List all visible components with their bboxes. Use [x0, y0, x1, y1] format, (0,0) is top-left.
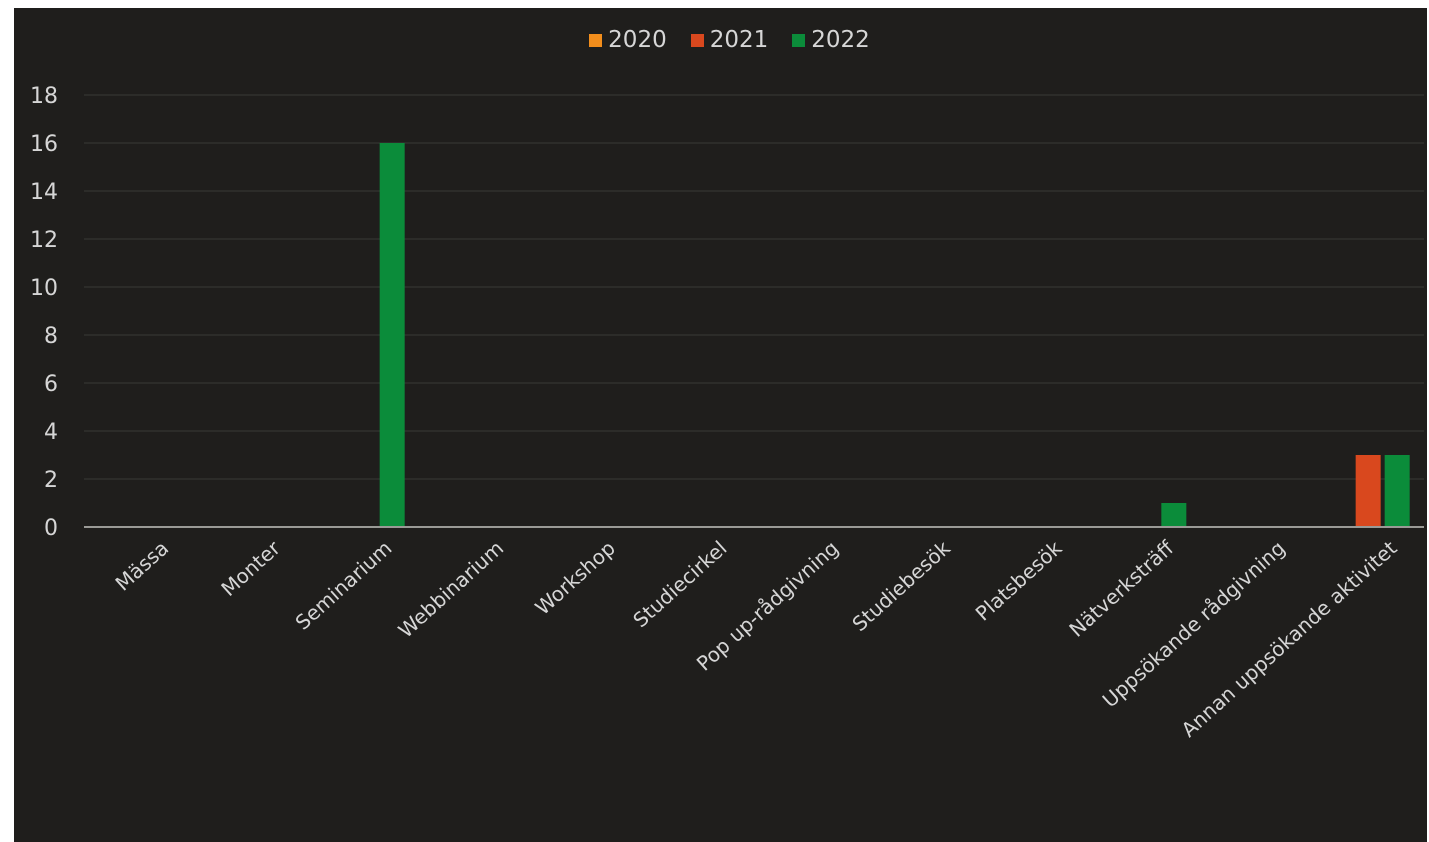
y-tick-label: 8 [44, 324, 58, 349]
y-tick-label: 10 [30, 276, 58, 301]
chart-background [14, 8, 1427, 842]
legend-item-2022: 2022 [792, 27, 870, 53]
legend-item-2020: 2020 [589, 27, 667, 53]
y-tick-label: 2 [44, 468, 58, 493]
legend-swatch-2020 [589, 33, 603, 47]
y-tick-label: 18 [30, 84, 58, 109]
x-category-label: Nätverksträff [1064, 535, 1179, 642]
legend-item-2021: 2021 [690, 27, 769, 53]
x-category-label: Webbinarium [393, 536, 508, 643]
legend-label-2021: 2021 [709, 27, 769, 53]
x-category-label: Uppsökande rådgivning [1098, 536, 1290, 712]
y-tick-label: 16 [30, 132, 58, 157]
x-category-label: Annan uppsökande aktivitet [1176, 536, 1401, 742]
x-category-label: Monter [216, 535, 285, 601]
x-category-label: Studiebesök [847, 536, 955, 636]
gridlines [84, 94, 1424, 480]
bar-2022-2 [379, 143, 405, 527]
legend-label-2020: 2020 [608, 27, 667, 53]
x-category-label: Workshop [530, 536, 619, 620]
bar-2022-11 [1384, 455, 1410, 527]
y-tick-label: 6 [44, 372, 58, 397]
x-category-label: Platsbesök [971, 536, 1067, 626]
y-tick-label: 14 [30, 180, 58, 205]
legend-swatch-2022 [792, 33, 806, 47]
x-category-label: Mässa [111, 536, 174, 596]
chart-legend: 2020 2021 2022 [0, 27, 1429, 53]
legend-swatch-2021 [690, 33, 704, 47]
bars [379, 143, 1410, 527]
bar-2022-9 [1161, 503, 1187, 527]
y-axis-ticks: 0 2 4 6 8 10 12 14 16 18 [30, 84, 58, 541]
y-tick-label: 4 [44, 420, 58, 445]
y-tick-label: 0 [44, 516, 58, 541]
x-category-label: Seminarium [291, 536, 397, 635]
legend-label-2022: 2022 [811, 27, 870, 53]
bar-2021-11 [1355, 455, 1381, 527]
y-tick-label: 12 [30, 228, 58, 253]
x-category-label: Studiecirkel [628, 536, 731, 632]
